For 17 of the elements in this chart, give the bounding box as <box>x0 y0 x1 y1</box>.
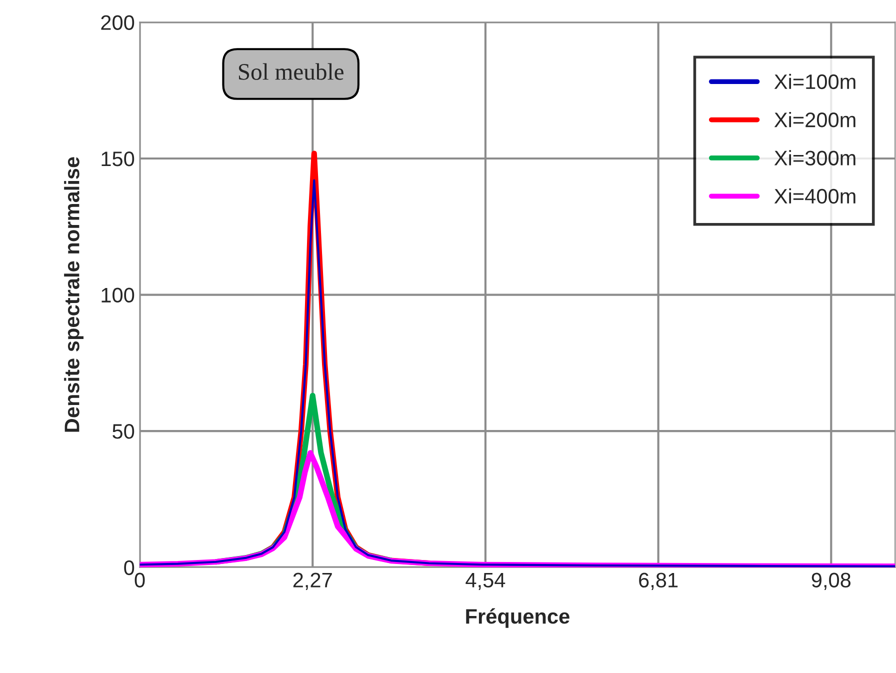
x-tick-label: 9,08 <box>812 572 851 590</box>
legend-label: Xi=400m <box>774 188 856 204</box>
y-tick-label: 0 <box>124 560 134 576</box>
legend-label: Xi=200m <box>774 112 856 128</box>
legend-label: Xi=100m <box>774 74 856 90</box>
y-tick-label: 200 <box>101 15 134 30</box>
y-tick-label: 150 <box>102 151 134 166</box>
y-tick-label: 100 <box>102 288 134 303</box>
y-tick-label: 50 <box>112 424 134 439</box>
x-tick-label: 0 <box>134 572 145 588</box>
x-tick-label: 2,27 <box>293 572 332 590</box>
annotation: Sol meuble <box>238 63 344 80</box>
y-axis-title: Densite spectrale normalise <box>64 157 84 432</box>
x-tick-label: 4,54 <box>466 572 506 590</box>
legend-label: Xi=300m <box>774 150 856 166</box>
x-axis-title: Fréquence <box>466 608 570 628</box>
x-tick-label: 6,81 <box>639 572 678 590</box>
